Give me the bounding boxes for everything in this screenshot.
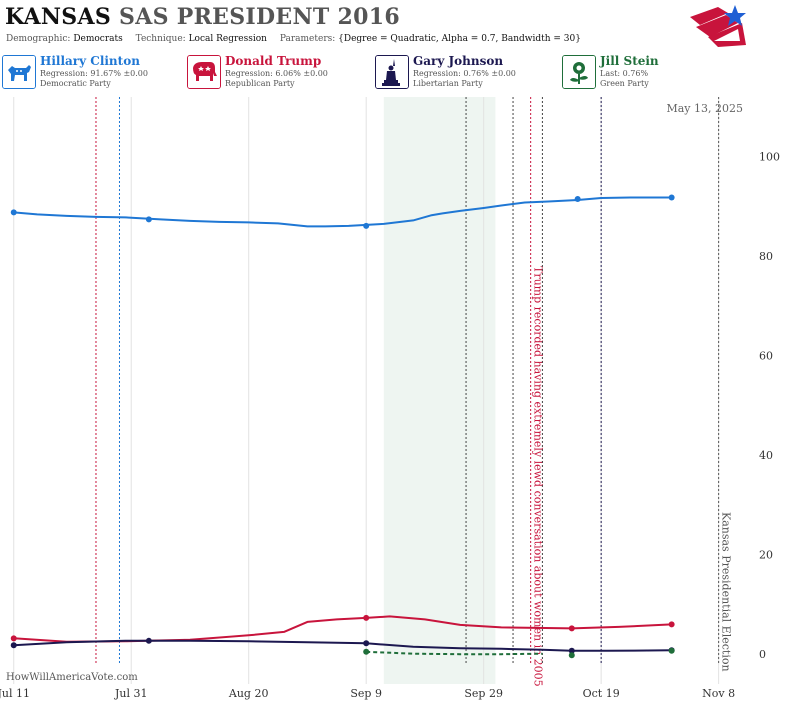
series-line	[13, 196, 672, 228]
shaded-band	[383, 97, 496, 684]
page-title: KANSAS SAS PRESIDENT 2016	[5, 4, 400, 30]
candidate-card-trump[interactable]: Donald Trump Regression: 6.06% ±0.00 Rep…	[187, 53, 372, 91]
data-point	[363, 640, 370, 647]
candidate-stat: Regression: 6.06% ±0.00	[225, 69, 328, 78]
y-tick-label: 40	[759, 449, 773, 462]
technique-value: Local Regression	[188, 34, 267, 44]
watermark: HowWillAmericaVote.com	[6, 672, 138, 683]
date-stamp: May 13, 2025	[666, 102, 743, 115]
x-tick-label: Sep 29	[464, 687, 503, 700]
candidate-cards: Hillary Clinton Regression: 91.67% ±0.00…	[0, 53, 789, 93]
x-tick-label: Jul 31	[114, 687, 148, 700]
series-layer	[13, 196, 672, 656]
x-tick-label: Oct 19	[583, 687, 620, 700]
candidate-card-johnson[interactable]: Gary Johnson Regression: 0.76% ±0.00 Lib…	[375, 53, 560, 91]
title-rest: SAS PRESIDENT 2016	[119, 4, 400, 30]
site-logo-icon[interactable]	[688, 3, 750, 49]
page-header: KANSAS SAS PRESIDENT 2016 Demographic: D…	[0, 0, 749, 50]
data-point	[568, 652, 575, 659]
x-tick-label: Nov 8	[702, 687, 735, 700]
title-state: KANSAS	[5, 4, 112, 30]
candidate-name: Gary Johnson	[413, 54, 504, 68]
candidate-stat: Regression: 0.76% ±0.00	[413, 69, 516, 78]
y-tick-label: 60	[759, 350, 773, 363]
data-point	[668, 621, 675, 628]
candidate-name: Hillary Clinton	[40, 54, 140, 68]
y-tick-label: 20	[759, 549, 773, 562]
series-line	[13, 639, 672, 652]
candidate-party: Green Party	[600, 79, 649, 88]
data-point	[10, 209, 17, 216]
data-point	[145, 637, 152, 644]
y-tick-label: 0	[759, 648, 766, 661]
candidate-stat: Regression: 91.67% ±0.00	[40, 69, 148, 78]
data-point	[668, 647, 675, 654]
data-point	[668, 194, 675, 201]
technique-label: Technique:	[135, 34, 186, 44]
y-tick-label: 100	[759, 151, 780, 164]
donkey-icon	[2, 55, 36, 89]
chart-frame: Trump recorded having extremely lewd con…	[0, 94, 789, 704]
data-point	[568, 625, 575, 632]
poll-chart: Trump recorded having extremely lewd con…	[0, 94, 789, 700]
candidate-party: Republican Party	[225, 79, 295, 88]
x-tick-label: Sep 9	[350, 687, 382, 700]
shaded-band-layer	[383, 97, 496, 684]
candidate-card-stein[interactable]: Jill Stein Last: 0.76% Green Party	[562, 53, 747, 91]
candidate-name: Jill Stein	[600, 54, 659, 68]
demographic-value: Democrats	[73, 34, 123, 44]
candidate-name: Donald Trump	[225, 54, 322, 68]
data-point	[363, 222, 370, 229]
elephant-icon	[187, 55, 221, 89]
data-point	[10, 642, 17, 649]
event-label: Kansas Presidential Election	[720, 512, 733, 672]
data-point	[568, 647, 575, 654]
candidate-party: Democratic Party	[40, 79, 111, 88]
y-tick-label: 80	[759, 250, 773, 263]
event-lines-layer: Trump recorded having extremely lewd con…	[95, 97, 733, 687]
demographic-label: Demographic:	[6, 34, 71, 44]
event-label: Trump recorded having extremely lewd con…	[532, 266, 545, 687]
series-line	[366, 650, 543, 656]
x-tick-label: Jul 11	[0, 687, 30, 700]
green-flower-icon	[562, 55, 596, 89]
parameters-label: Parameters:	[279, 34, 336, 44]
data-point	[363, 614, 370, 621]
data-point	[145, 216, 152, 223]
parameters-value: {Degree = Quadratic, Alpha = 0.7, Bandwi…	[338, 34, 581, 44]
candidate-stat: Last: 0.76%	[600, 69, 649, 78]
data-point	[574, 195, 581, 202]
candidate-card-clinton[interactable]: Hillary Clinton Regression: 91.67% ±0.00…	[2, 53, 187, 91]
data-point	[10, 635, 17, 642]
markers-layer	[10, 194, 675, 659]
liberty-statue-icon	[375, 55, 409, 89]
axes-layer: Jul 11 Jul 31 Aug 20 Sep 9 Sep 29 Oct 19 Nov 8…	[0, 151, 780, 700]
candidate-party: Libertarian Party	[413, 79, 483, 88]
data-point	[363, 648, 370, 655]
x-tick-label: Aug 20	[228, 687, 269, 700]
parameters-line: Demographic: Democrats Technique: Local …	[6, 34, 591, 44]
